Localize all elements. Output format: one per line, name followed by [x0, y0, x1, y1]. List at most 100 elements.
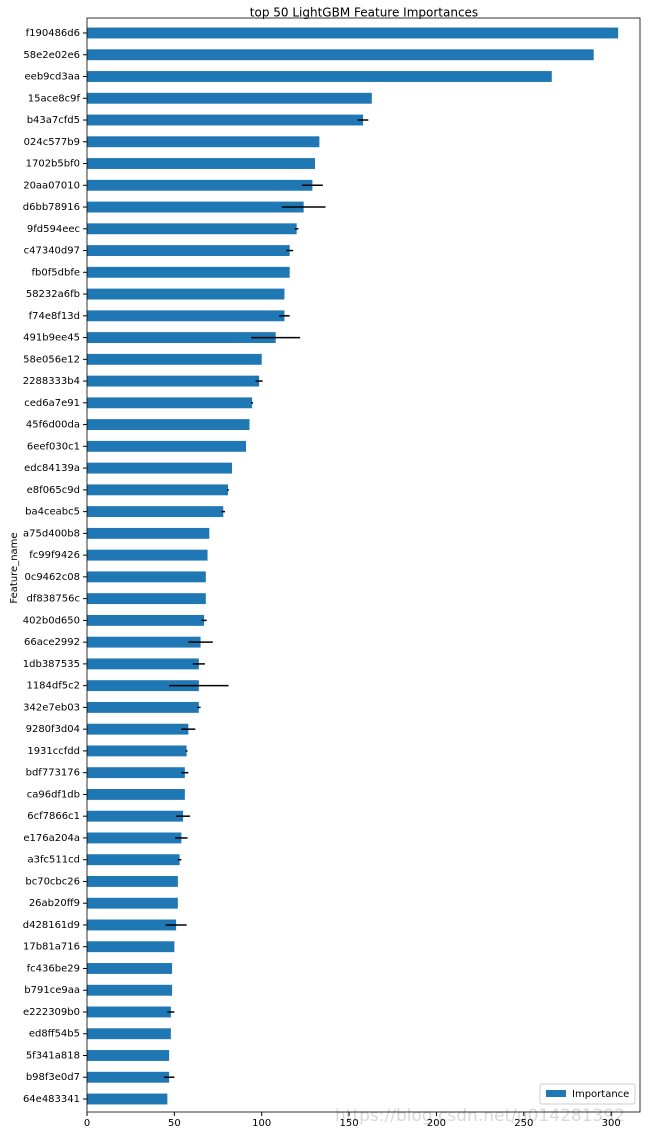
bar — [87, 941, 175, 953]
bar — [87, 614, 205, 626]
bar — [87, 179, 313, 191]
y-tick-label: c47340d97 — [24, 246, 80, 257]
y-tick-label: f190486d6 — [26, 28, 80, 39]
bar — [87, 832, 182, 844]
bar — [87, 462, 233, 474]
x-tick-label: 0 — [84, 1118, 90, 1129]
bar — [87, 397, 253, 409]
bar — [87, 1050, 170, 1061]
bar — [87, 114, 364, 126]
x-tick-label: 50 — [168, 1118, 181, 1129]
y-tick-label: b98f3e0d7 — [26, 1072, 80, 1083]
y-tick-label: 402b0d650 — [23, 615, 80, 626]
y-tick-label: df838756c — [26, 594, 80, 605]
y-tick-label: e8f065c9d — [27, 485, 80, 496]
bar — [87, 788, 185, 800]
y-tick-label: bc70cbc26 — [25, 876, 80, 887]
y-axis-label: Feature_name — [9, 532, 20, 603]
x-tick-label: 300 — [602, 1118, 621, 1129]
bar — [87, 701, 199, 713]
bar — [87, 767, 185, 779]
bar — [87, 876, 178, 887]
bar — [87, 658, 199, 670]
bar — [87, 506, 224, 518]
bar — [87, 158, 316, 169]
bar — [87, 245, 290, 256]
bar — [87, 549, 208, 561]
y-tick-label: ba4ceabc5 — [25, 507, 80, 518]
bar — [87, 201, 304, 213]
y-tick-label: b791ce9aa — [24, 985, 80, 996]
y-tick-label: 9fd594eec — [27, 224, 80, 235]
bar — [87, 680, 199, 692]
bar — [87, 1071, 170, 1083]
bar — [87, 375, 260, 387]
y-tick-label: 58232a6fb — [26, 289, 80, 300]
y-tick-label: 9280f3d04 — [26, 724, 80, 735]
legend-label: Importance — [572, 1089, 629, 1100]
chart-title: top 50 LightGBM Feature Importances — [250, 6, 478, 20]
y-tick-label: e222309b0 — [23, 1007, 80, 1018]
y-tick-label: e176a204a — [23, 833, 80, 844]
y-tick-label: ed8ff54b5 — [29, 1029, 80, 1040]
bar — [87, 288, 285, 300]
bar — [87, 136, 320, 148]
y-tick-label: 342e7eb03 — [23, 702, 80, 713]
y-tick-label: edc84139a — [24, 463, 80, 474]
bar — [87, 571, 206, 583]
y-tick-label: 45f6d00da — [26, 420, 80, 431]
y-tick-label: 1184df5c2 — [26, 681, 80, 692]
y-tick-label: 20aa07010 — [23, 180, 80, 191]
y-tick-label: 58e2e02e6 — [23, 50, 80, 61]
bar — [87, 745, 187, 757]
y-tick-label: 6cf7866c1 — [27, 811, 80, 822]
y-tick-label: a3fc511cd — [28, 855, 80, 866]
y-tick-label: bdf773176 — [26, 768, 80, 779]
y-tick-label: f74e8f13d — [29, 311, 80, 322]
bar — [87, 1093, 168, 1105]
y-tick-label: 58e056e12 — [23, 354, 80, 365]
y-tick-label: 17b81a716 — [23, 942, 80, 953]
bar — [87, 223, 297, 235]
y-tick-label: 64e483341 — [23, 1094, 80, 1105]
bar — [87, 919, 177, 931]
y-tick-label: 1931ccfdd — [27, 746, 80, 757]
y-tick-label: 024c577b9 — [24, 137, 80, 148]
bar — [87, 440, 246, 452]
x-tick-label: 200 — [427, 1118, 446, 1129]
legend-swatch — [546, 1090, 566, 1097]
bar — [87, 353, 262, 365]
bar — [87, 1028, 171, 1040]
y-tick-label: 6eef030c1 — [27, 441, 80, 452]
y-tick-label: fc436be29 — [27, 963, 80, 974]
y-tick-label: ca96df1db — [27, 789, 80, 800]
y-tick-label: ced6a7e91 — [24, 398, 80, 409]
y-tick-label: 5f341a818 — [26, 1050, 80, 1061]
bar — [87, 854, 180, 866]
bar — [87, 266, 290, 278]
bar — [87, 310, 285, 322]
bar — [87, 984, 173, 996]
y-tick-label: 1db387535 — [23, 659, 80, 670]
y-tick-label: b43a7cfd5 — [27, 115, 80, 126]
bar — [87, 527, 210, 539]
y-tick-label: a75d400b8 — [23, 528, 80, 539]
bar — [87, 484, 229, 496]
x-tick-label: 100 — [252, 1118, 271, 1129]
axes-frame — [86, 17, 641, 1113]
y-tick-label: 0c9462c08 — [24, 572, 80, 583]
x-tick-label: 250 — [514, 1118, 533, 1129]
y-tick-label: 491b9ee45 — [23, 333, 80, 344]
bar — [87, 419, 250, 431]
y-tick-label: 66ace2992 — [24, 637, 80, 648]
y-tick-label: fc99f9426 — [29, 550, 80, 561]
y-tick-label: 1702b5bf0 — [26, 159, 80, 170]
bar — [87, 92, 372, 104]
bar — [87, 636, 201, 648]
bar — [87, 71, 552, 82]
y-tick-label: d428161d9 — [23, 920, 80, 931]
x-tick-label: 150 — [340, 1118, 359, 1129]
bar — [87, 593, 206, 605]
